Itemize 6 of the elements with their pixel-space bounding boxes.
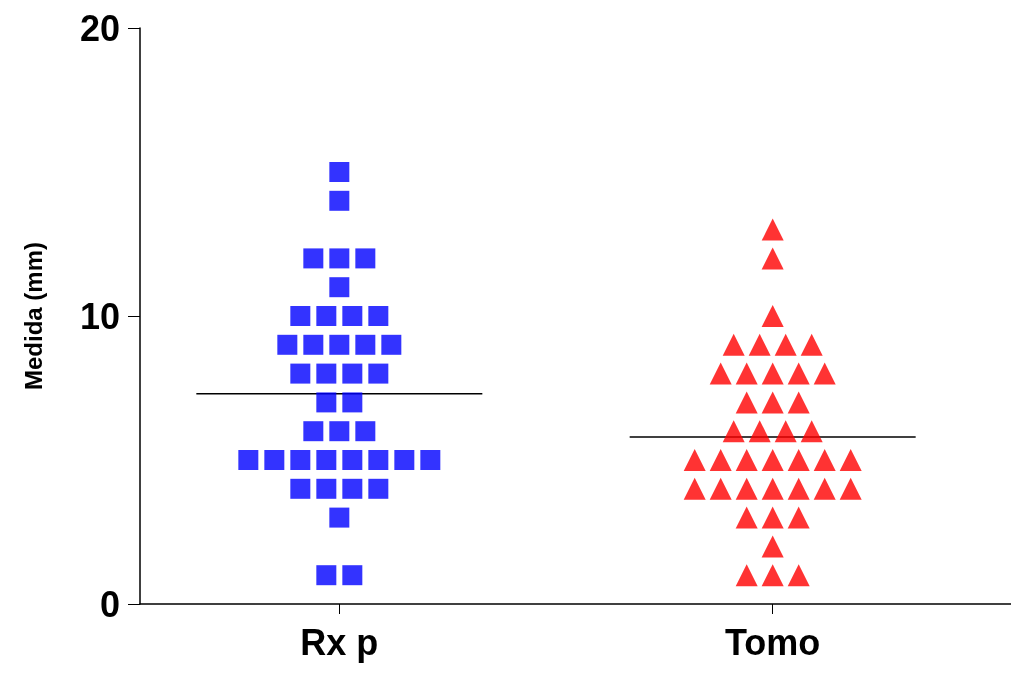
x-tick-label: Tomo xyxy=(725,621,821,663)
x-tick-label: Rx p xyxy=(300,621,379,663)
y-tick-label: 10 xyxy=(79,295,120,337)
y-tick-label: 20 xyxy=(79,7,120,49)
y-tick-label: 0 xyxy=(99,583,120,625)
y-axis-title: Medida (mm) xyxy=(19,241,47,391)
